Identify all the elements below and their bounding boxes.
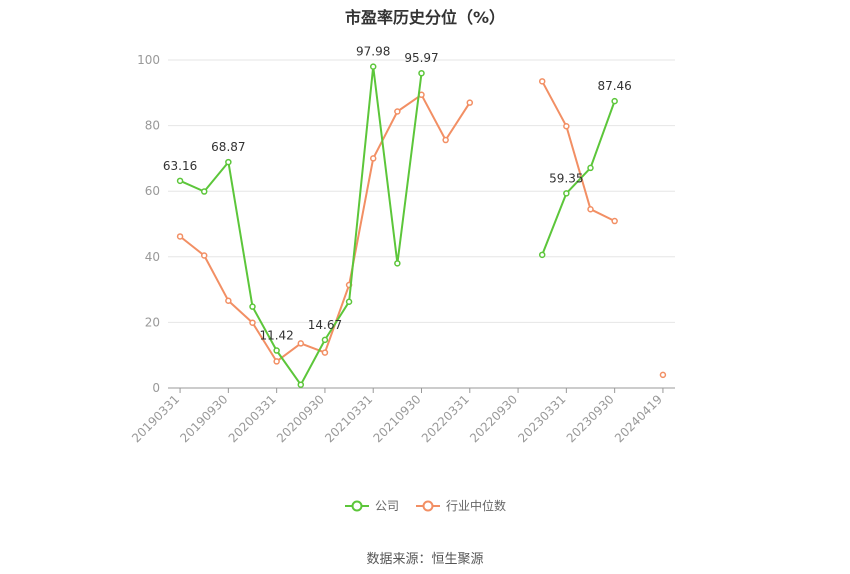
- x-tick-label: 20200331: [226, 392, 279, 445]
- legend-swatch: [416, 500, 440, 511]
- chart-title: 市盈率历史分位（%）: [344, 8, 506, 27]
- x-tick-label: 20240419: [612, 392, 665, 445]
- data-point: [249, 303, 256, 310]
- data-point: [200, 188, 208, 195]
- x-tick-label: 20230930: [564, 392, 617, 445]
- y-tick-label: 0: [152, 381, 160, 395]
- data-point: [587, 205, 594, 213]
- x-tick-label: 20190331: [129, 392, 182, 445]
- data-point: [176, 177, 184, 185]
- data-point: [369, 155, 377, 162]
- data-point: [321, 336, 329, 344]
- x-tick-label: 20230331: [515, 392, 568, 445]
- data-point: [538, 251, 546, 259]
- data-point: [200, 252, 208, 259]
- data-point: [394, 260, 401, 267]
- x-tick-label: 20210331: [322, 392, 375, 445]
- data-point: [273, 358, 280, 365]
- data-point: [225, 158, 232, 166]
- data-label: 63.16: [163, 159, 197, 173]
- x-tick-label: 20210930: [371, 392, 424, 445]
- data-point: [611, 217, 618, 225]
- data-point: [273, 347, 280, 354]
- data-point: [563, 190, 570, 197]
- x-tick-label: 20220331: [419, 392, 472, 445]
- series-line: [541, 100, 616, 256]
- data-point: [297, 381, 305, 388]
- data-point: [418, 69, 425, 77]
- data-point: [369, 63, 377, 70]
- data-point: [587, 164, 594, 172]
- y-tick-label: 100: [137, 53, 160, 67]
- y-tick-label: 60: [145, 184, 160, 198]
- data-label: 68.87: [211, 140, 245, 154]
- legend-item[interactable]: 公司: [344, 497, 399, 514]
- series-line: [541, 80, 616, 222]
- chart-plot: 0 20 40 60 80 100 2019033120190930202003312020…: [129, 45, 675, 445]
- data-point: [611, 97, 618, 105]
- data-point: [225, 297, 232, 305]
- data-label: 95.97: [404, 51, 438, 65]
- y-tick-label: 20: [145, 315, 160, 329]
- data-point: [394, 108, 401, 115]
- data-point: [176, 233, 184, 240]
- x-tick-label: 20220930: [467, 392, 520, 445]
- legend-label: 行业中位数: [446, 499, 507, 513]
- data-point: [249, 319, 256, 326]
- legend-item[interactable]: 行业中位数: [415, 497, 506, 514]
- data-label: 14.67: [308, 318, 342, 332]
- data-label: 87.46: [597, 79, 631, 93]
- data-point: [442, 136, 449, 144]
- series-line: [179, 65, 423, 386]
- data-point: [659, 371, 667, 379]
- y-tick-label: 80: [145, 119, 160, 133]
- data-point: [297, 340, 305, 347]
- data-label: 97.98: [356, 45, 390, 59]
- data-point: [321, 349, 329, 356]
- data-point: [345, 298, 353, 305]
- chart-legend: 公司 行业中位数: [0, 497, 850, 514]
- legend-label: 公司: [374, 499, 399, 513]
- x-tick-label: 20190930: [177, 392, 230, 445]
- data-point: [466, 99, 474, 106]
- x-tick-label: 20200930: [274, 392, 327, 445]
- data-point: [538, 78, 546, 85]
- legend-swatch: [344, 500, 369, 511]
- data-label: 11.42: [259, 329, 293, 343]
- data-point: [563, 123, 570, 130]
- data-label: 59.35: [549, 171, 583, 185]
- data-source-note: 数据来源：恒生聚源: [366, 552, 484, 567]
- y-tick-label: 40: [145, 250, 160, 264]
